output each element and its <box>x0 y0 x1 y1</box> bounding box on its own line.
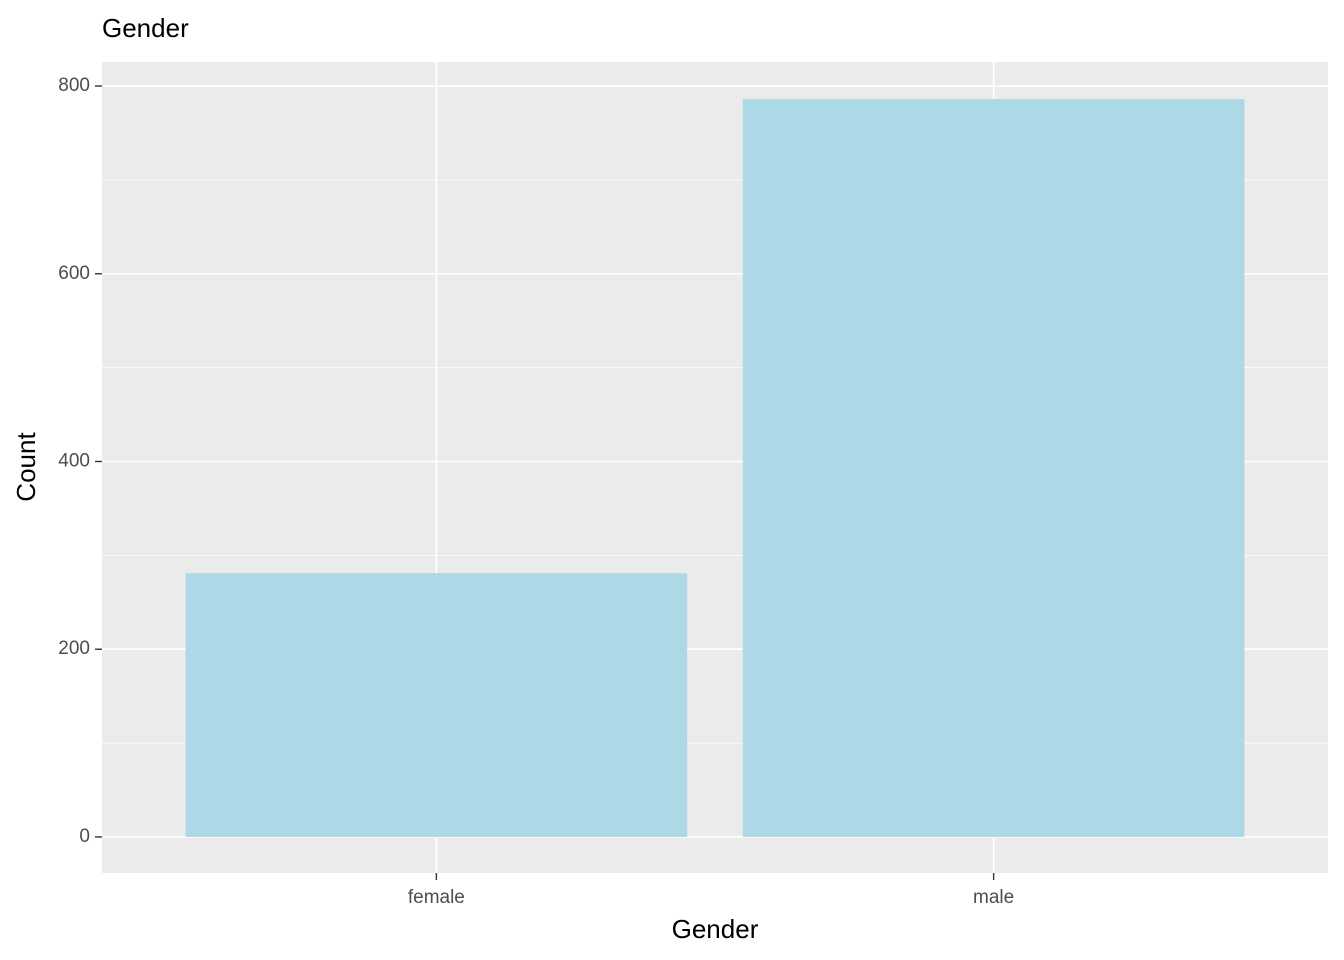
y-tick-label: 600 <box>58 263 90 284</box>
y-tick-label: 200 <box>58 638 90 659</box>
y-tick-label: 0 <box>79 826 90 847</box>
bar <box>185 573 688 837</box>
chart-title: Gender <box>102 13 189 43</box>
y-tick-label: 800 <box>58 75 90 96</box>
x-tick-label: male <box>973 887 1014 908</box>
x-axis-title: Gender <box>672 914 759 944</box>
y-tick-label: 400 <box>58 451 90 472</box>
bar <box>742 99 1245 837</box>
y-axis-title: Count <box>11 432 41 502</box>
x-tick-label: female <box>408 887 465 908</box>
